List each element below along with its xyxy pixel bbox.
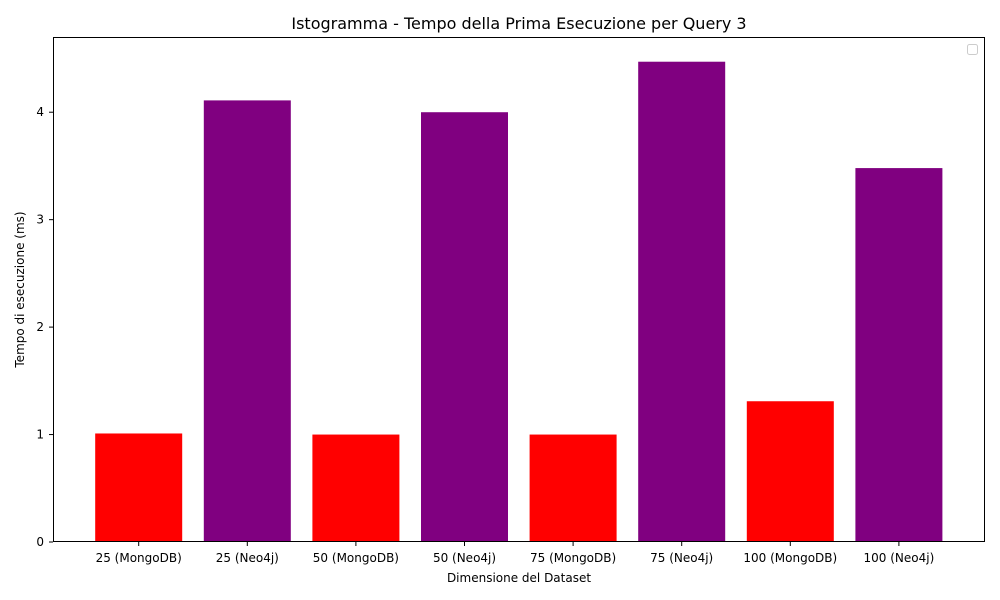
x-tick-label-2: 50 (MongoDB)	[313, 551, 399, 565]
x-axis: 25 (MongoDB) 25 (Neo4j) 50 (MongoDB) 50 (Ne…	[96, 542, 935, 565]
bar-4	[529, 434, 617, 542]
bar-7	[855, 168, 943, 542]
bar-1	[203, 100, 291, 542]
bar-3	[421, 112, 508, 542]
plot-frame	[53, 37, 985, 542]
x-tick-label-7: 100 (Neo4j)	[864, 551, 935, 565]
bar-6	[746, 401, 834, 542]
y-axis-title: Tempo di esecuzione (ms)	[13, 211, 27, 368]
x-tick-label-6: 100 (MongoDB)	[743, 551, 837, 565]
x-tick-label-1: 25 (Neo4j)	[216, 551, 279, 565]
chart-title: Istogramma - Tempo della Prima Esecuzion…	[291, 14, 746, 33]
y-tick-label-3: 3	[36, 213, 44, 227]
y-tick-label-0: 0	[36, 535, 44, 549]
y-axis: 0 1 2 3 4	[36, 105, 53, 549]
y-tick-label-4: 4	[36, 105, 44, 119]
y-tick-label-2: 2	[36, 320, 44, 334]
x-axis-title: Dimensione del Dataset	[447, 571, 591, 585]
bar-5	[638, 61, 726, 542]
x-tick-label-5: 75 (Neo4j)	[650, 551, 713, 565]
y-tick-label-1: 1	[36, 428, 44, 442]
x-tick-label-3: 50 (Neo4j)	[433, 551, 496, 565]
bar-2	[312, 434, 400, 542]
x-tick-label-0: 25 (MongoDB)	[96, 551, 182, 565]
legend-box	[967, 44, 978, 55]
bar-0	[95, 433, 183, 542]
bars-group	[95, 61, 943, 542]
x-tick-label-4: 75 (MongoDB)	[530, 551, 616, 565]
